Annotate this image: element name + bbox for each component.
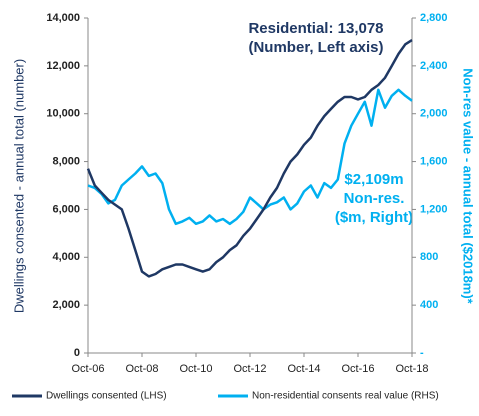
legend-label: Dwellings consented (LHS): [46, 391, 167, 402]
y2-tick-label: 1,600: [420, 155, 448, 167]
annotation: ($m, Right): [335, 209, 413, 226]
y-tick-label: 4,000: [52, 251, 80, 263]
y2-tick-label: -: [420, 347, 424, 359]
x-tick-label: Oct-14: [287, 363, 320, 375]
y2-tick-label: 2,400: [420, 60, 448, 72]
y-tick-label: 6,000: [52, 203, 80, 215]
y2-tick-label: 800: [420, 251, 438, 263]
x-tick-label: Oct-16: [341, 363, 374, 375]
y2-tick-label: 400: [420, 299, 438, 311]
y-axis-label: Dwellings consented - annual total (numb…: [11, 59, 26, 313]
x-tick-label: Oct-18: [395, 363, 428, 375]
x-tick-label: Oct-06: [71, 363, 104, 375]
annotation: $2,109m: [344, 171, 403, 188]
y-tick-label: 14,000: [46, 12, 80, 24]
x-tick-label: Oct-08: [125, 363, 158, 375]
y2-tick-label: 2,800: [420, 12, 448, 24]
y-tick-label: 8,000: [52, 155, 80, 167]
annotation: Residential: 13,078: [248, 20, 383, 37]
y2-tick-label: 2,000: [420, 108, 448, 120]
y2-tick-label: 1,200: [420, 203, 448, 215]
y2-axis-label: Non-res value - annual total ($2018m)*: [461, 68, 476, 304]
y-tick-label: 0: [74, 347, 80, 359]
y-tick-label: 10,000: [46, 108, 80, 120]
y-tick-label: 12,000: [46, 60, 80, 72]
series-line: [86, 39, 413, 278]
annotation: (Number, Left axis): [248, 39, 383, 56]
annotation: Non-res.: [344, 190, 405, 207]
series-line: [87, 88, 413, 226]
legend-label: Non-residential consents real value (RHS…: [252, 391, 439, 402]
y-tick-label: 2,000: [52, 299, 80, 311]
x-tick-label: Oct-10: [179, 363, 212, 375]
x-tick-label: Oct-12: [233, 363, 266, 375]
